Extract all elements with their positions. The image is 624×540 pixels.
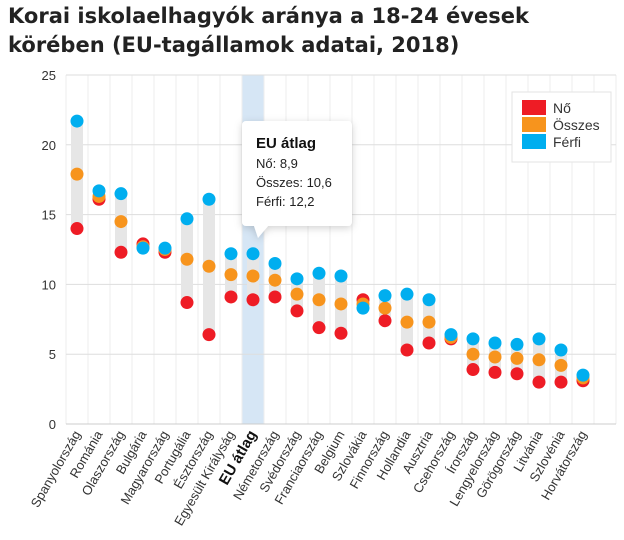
dot-no: [114, 245, 128, 259]
dot-no: [466, 363, 480, 377]
y-axis-ticks: 0 5 10 15 20 25: [42, 68, 56, 432]
dot-no: [510, 367, 524, 381]
dot-osszes: [466, 347, 480, 361]
dot-ferfi: [444, 328, 458, 342]
tooltip-box: [242, 121, 352, 238]
dot-ferfi: [356, 301, 370, 315]
dot-osszes: [532, 353, 546, 367]
dot-ferfi: [180, 212, 194, 226]
legend-label: Férfi: [553, 134, 581, 150]
chart-title: Korai iskolaelhagyók aránya a 18-24 éves…: [8, 4, 529, 57]
dot-ferfi: [268, 256, 282, 270]
dot-ferfi: [290, 272, 304, 286]
legend-label: Összes: [553, 116, 600, 133]
dot-no: [334, 326, 348, 340]
dot-ferfi: [554, 343, 568, 357]
dot-no: [180, 296, 194, 310]
dot-no: [488, 365, 502, 379]
dot-ferfi: [246, 247, 260, 261]
dot-no: [400, 343, 414, 357]
dot-osszes: [290, 287, 304, 301]
x-axis-labels: SpanyolországRomániaOlaszországBulgáriaM…: [28, 427, 590, 528]
dot-ferfi: [224, 247, 238, 261]
dot-osszes: [554, 358, 568, 372]
dots-layer: [70, 114, 590, 389]
dot-no: [422, 336, 436, 350]
y-tick-label: 0: [49, 417, 56, 432]
dot-ferfi: [114, 187, 128, 201]
tooltip-line: Összes: 10,6: [256, 175, 332, 190]
y-tick-label: 5: [49, 347, 56, 362]
dot-osszes: [246, 269, 260, 283]
dot-ferfi: [466, 332, 480, 346]
dot-ferfi: [488, 336, 502, 350]
dot-osszes: [70, 167, 84, 181]
dot-no: [378, 314, 392, 328]
dot-osszes: [114, 215, 128, 229]
dot-no: [268, 290, 282, 304]
dot-no: [554, 375, 568, 389]
tooltip: EU átlag Nő: 8,9 Összes: 10,6 Férfi: 12,2: [242, 121, 352, 238]
dot-ferfi: [422, 293, 436, 307]
dot-ferfi: [576, 368, 590, 382]
dot-no: [312, 321, 326, 335]
dot-osszes: [422, 315, 436, 329]
dot-ferfi: [70, 114, 84, 128]
dot-osszes: [378, 301, 392, 315]
dot-ferfi: [92, 184, 106, 198]
dot-osszes: [488, 350, 502, 364]
dot-ferfi: [312, 266, 326, 280]
dot-no: [202, 328, 216, 342]
dot-osszes: [312, 293, 326, 307]
dot-no: [224, 290, 238, 304]
dot-ferfi: [158, 241, 172, 255]
y-tick-label: 10: [42, 277, 56, 292]
dot-ferfi: [202, 192, 216, 206]
dot-no: [290, 304, 304, 318]
dot-ferfi: [532, 332, 546, 346]
y-tick-label: 20: [42, 138, 56, 153]
tooltip-line: Férfi: 12,2: [256, 194, 315, 209]
legend-swatch: [522, 117, 546, 132]
grid-layer: [65, 74, 617, 425]
dot-osszes: [180, 252, 194, 266]
legend-swatch: [522, 134, 546, 149]
y-tick-label: 15: [42, 208, 56, 223]
dot-osszes: [510, 351, 524, 365]
dot-ferfi: [136, 241, 150, 255]
dot-osszes: [202, 259, 216, 273]
dot-osszes: [268, 273, 282, 287]
dot-ferfi: [510, 337, 524, 351]
dot-osszes: [334, 297, 348, 311]
dot-no: [70, 222, 84, 236]
dot-no: [246, 293, 260, 307]
tooltip-title: EU átlag: [256, 135, 316, 152]
y-tick-label: 25: [42, 68, 56, 83]
dot-ferfi: [334, 269, 348, 283]
dot-ferfi: [378, 289, 392, 303]
dot-osszes: [400, 315, 414, 329]
dot-no: [532, 375, 546, 389]
tooltip-line: Nő: 8,9: [256, 156, 298, 171]
dot-osszes: [224, 268, 238, 282]
legend-swatch: [522, 100, 546, 115]
dot-ferfi: [400, 287, 414, 301]
legend-label: Nő: [553, 100, 571, 116]
